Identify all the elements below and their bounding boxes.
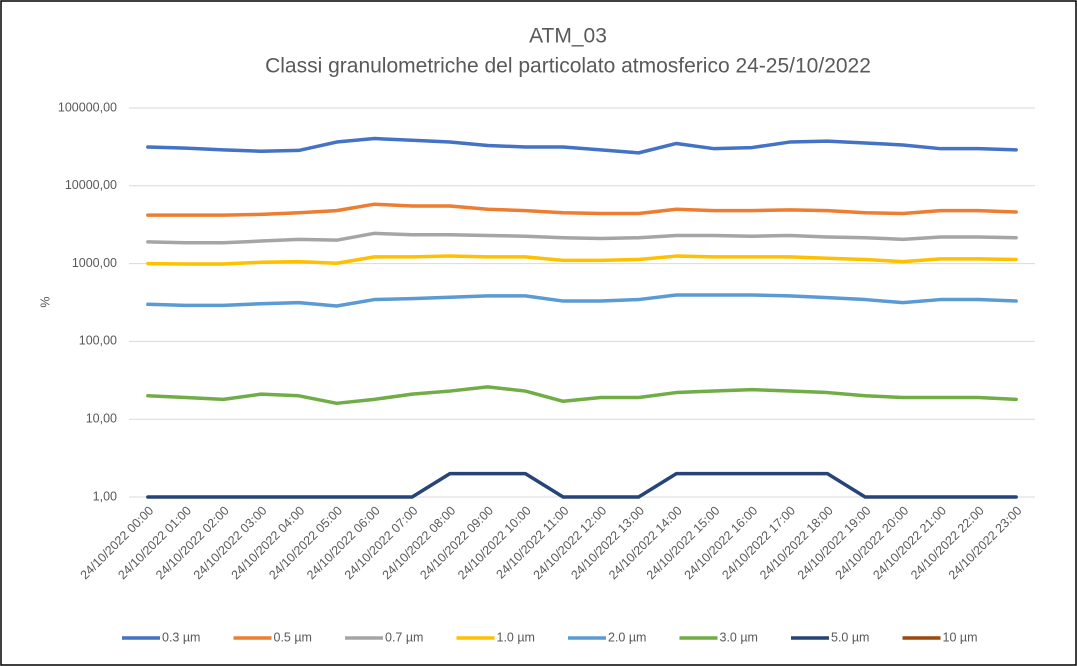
legend-label: 10 µm bbox=[943, 630, 978, 644]
legend-label: 5.0 µm bbox=[831, 630, 869, 644]
series-line bbox=[146, 231, 1018, 245]
legend-label: 1.0 µm bbox=[497, 630, 535, 644]
legend-label: 2.0 µm bbox=[608, 630, 646, 644]
y-tick-label: 1,00 bbox=[93, 489, 117, 503]
y-tick-label: 10,00 bbox=[86, 411, 117, 425]
series-line bbox=[146, 293, 1018, 308]
y-tick-label: 100,00 bbox=[79, 334, 117, 348]
y-tick-label: 1000,00 bbox=[72, 256, 117, 270]
chart-subtitle: Classi granulometriche del particolato a… bbox=[265, 55, 871, 78]
series-line bbox=[146, 136, 1018, 155]
legend-label: 3.0 µm bbox=[720, 630, 758, 644]
series-line bbox=[146, 202, 1018, 217]
y-tick-label: 10000,00 bbox=[65, 178, 117, 192]
series-line bbox=[146, 471, 1018, 499]
legend-label: 0.5 µm bbox=[274, 630, 312, 644]
y-tick-label: 100000,00 bbox=[58, 100, 117, 114]
chart-title: ATM_03 bbox=[529, 25, 607, 48]
legend-label: 0.3 µm bbox=[162, 630, 200, 644]
legend-label: 0.7 µm bbox=[385, 630, 423, 644]
series-line bbox=[146, 254, 1018, 266]
series-line bbox=[146, 385, 1018, 406]
y-axis-label: % bbox=[38, 296, 52, 307]
